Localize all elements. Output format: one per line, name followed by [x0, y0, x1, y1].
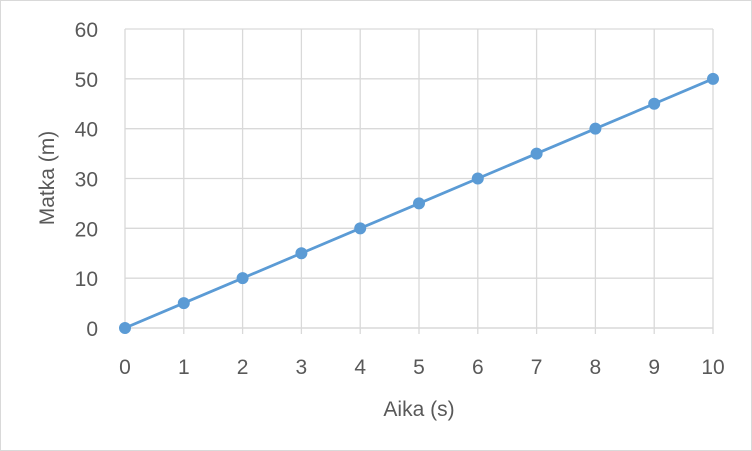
- y-tick-label: 30: [75, 169, 98, 192]
- data-point: [354, 222, 367, 235]
- data-point: [707, 72, 719, 85]
- x-tick-label: 9: [648, 356, 660, 379]
- y-tick-label: 10: [75, 268, 98, 291]
- data-point: [413, 197, 425, 210]
- data-point: [119, 322, 131, 334]
- x-tick-label: 5: [413, 356, 425, 379]
- x-tick-label: 6: [472, 356, 484, 379]
- data-point: [530, 147, 543, 160]
- x-tick-label: 7: [531, 356, 543, 379]
- x-tick-label: 10: [701, 356, 724, 379]
- data-point: [177, 297, 190, 310]
- x-tick-label: 4: [354, 356, 366, 379]
- data-point: [471, 172, 484, 185]
- data-point: [295, 247, 308, 260]
- y-tick-label: 40: [75, 119, 98, 142]
- series-layer: [119, 72, 719, 334]
- x-tick-label: 8: [590, 356, 602, 379]
- y-tick-label: 60: [75, 19, 98, 42]
- tick-labels: 0 10 20 30 40 50 60 0 1 2 3 4 5 6 7 8 9 10: [75, 19, 725, 379]
- data-point: [236, 272, 249, 285]
- x-tick-label: 0: [119, 356, 131, 379]
- x-axis-title: Aika (s): [383, 398, 454, 421]
- x-tick-label: 3: [296, 356, 308, 379]
- axes: [124, 327, 714, 334]
- x-tick-label: 1: [178, 356, 190, 379]
- y-axis-title: Matka (m): [36, 131, 59, 226]
- y-tick-label: 50: [75, 69, 98, 92]
- gridlines: [124, 28, 714, 328]
- data-point: [648, 97, 661, 110]
- y-tick-label: 0: [86, 318, 98, 341]
- data-point: [589, 122, 602, 135]
- y-tick-label: 20: [75, 218, 98, 241]
- x-tick-label: 2: [237, 356, 249, 379]
